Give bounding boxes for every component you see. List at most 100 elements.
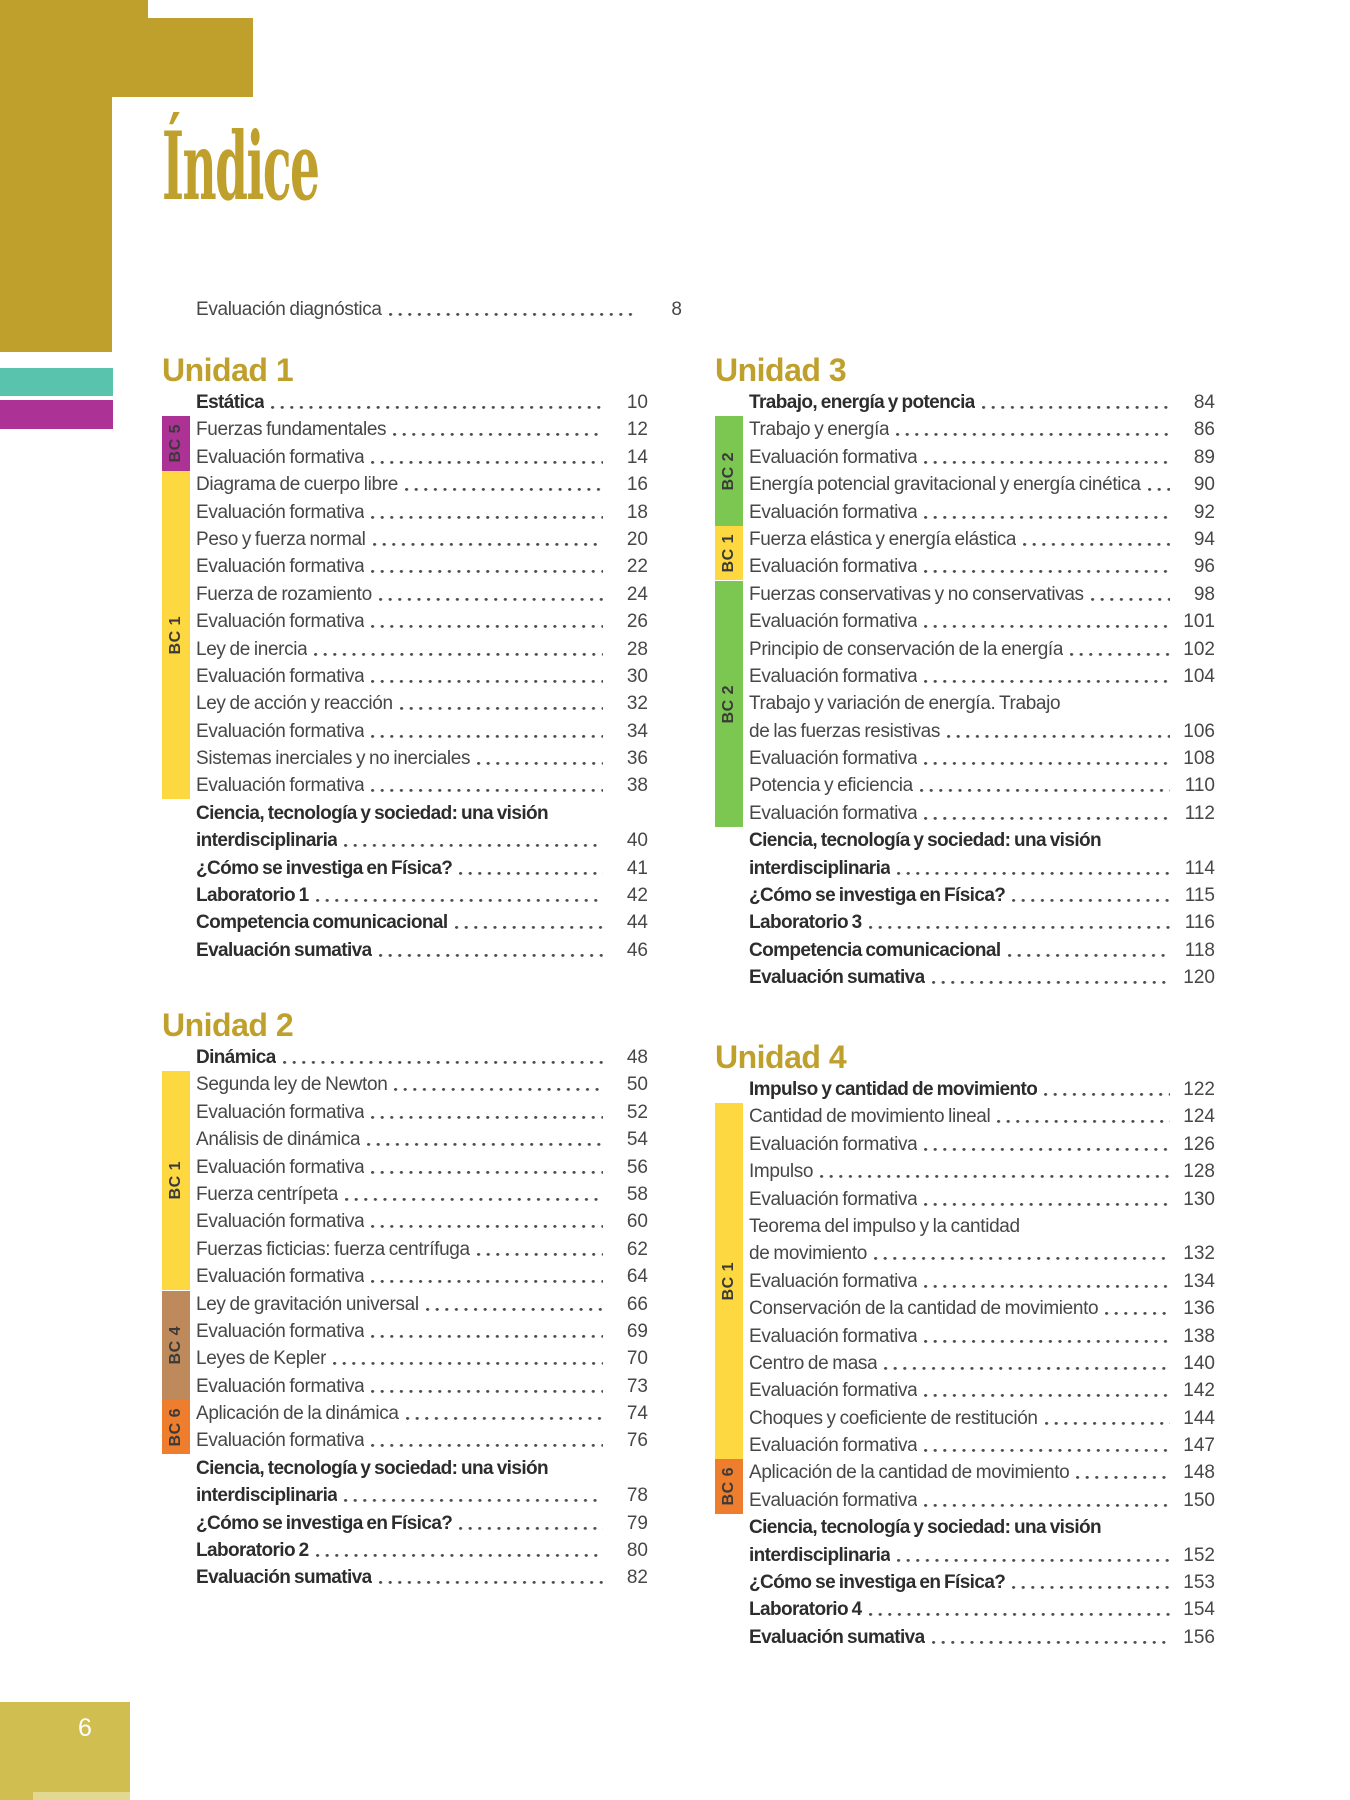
bc-marker-label: BC 1 xyxy=(720,533,737,573)
toc-entry-page: 30 xyxy=(626,665,648,687)
toc-entry-label: Evaluación formativa xyxy=(749,1188,918,1210)
dot-leader xyxy=(924,1377,1170,1405)
dot-leader xyxy=(924,1432,1170,1460)
toc-entry: Impulso y cantidad de movimiento 122 xyxy=(715,1076,1215,1104)
toc-entry-page: 73 xyxy=(626,1375,648,1397)
dot-leader xyxy=(333,1345,603,1373)
toc-entry-page: 8 xyxy=(671,299,682,320)
dot-leader xyxy=(924,1322,1170,1350)
toc-entry: Aplicación de la dinámica 74 xyxy=(162,1400,648,1428)
toc-entry-label: Aplicación de la dinámica xyxy=(196,1403,399,1425)
toc-entry-page: 42 xyxy=(626,885,648,907)
dot-leader xyxy=(371,662,603,691)
toc-entry-page: 44 xyxy=(626,912,648,934)
toc-entry: Principio de conservación de la energía 1… xyxy=(715,635,1215,663)
dot-leader xyxy=(924,553,1170,581)
toc-entry-label: Competencia comunicacional xyxy=(196,912,448,934)
toc-entry: Evaluación formativa 38 xyxy=(162,772,648,800)
dot-leader xyxy=(344,1482,603,1510)
toc-entry-page: 114 xyxy=(1184,857,1215,879)
toc-entry-page: 12 xyxy=(626,419,648,441)
toc-entry: Laboratorio 2 80 xyxy=(162,1537,648,1565)
toc-entry-label: Cantidad de movimiento lineal xyxy=(749,1106,991,1128)
toc-entry-page: 142 xyxy=(1183,1380,1215,1402)
toc-entry-label: Centro de masa xyxy=(749,1352,878,1374)
toc-entry: Evaluación formativa 138 xyxy=(715,1322,1215,1350)
dot-leader xyxy=(919,772,1170,800)
dot-leader xyxy=(1007,936,1170,965)
toc-entry: Evaluación formativa 34 xyxy=(162,717,648,746)
toc-entry-page: 116 xyxy=(1184,912,1215,934)
toc-entry: Evaluación formativa 73 xyxy=(162,1372,648,1401)
toc-entry: Análisis de dinámica 54 xyxy=(162,1126,648,1154)
toc-entry-page: 120 xyxy=(1183,967,1215,989)
toc-entry-page: 140 xyxy=(1183,1352,1215,1374)
toc-entry: Evaluación sumativa 82 xyxy=(162,1564,648,1592)
dot-leader xyxy=(884,1349,1170,1378)
toc-entry-label: Laboratorio 4 xyxy=(749,1599,862,1621)
toc-entry-page: 94 xyxy=(1193,528,1215,550)
dot-leader xyxy=(924,1185,1170,1213)
toc-entry: Evaluación sumativa 46 xyxy=(162,936,648,965)
dot-leader xyxy=(931,1623,1170,1652)
toc-entry-page: 28 xyxy=(626,638,648,660)
toc-entry: Evaluación formativa 60 xyxy=(162,1208,648,1236)
toc-entry-label: Ciencia, tecnología y sociedad: una visi… xyxy=(749,830,1102,852)
toc-entry-label: Laboratorio 3 xyxy=(749,912,862,934)
toc-entry: Segunda ley de Newton 50 xyxy=(162,1071,648,1099)
toc-entry: Ley de gravitación universal 66 xyxy=(162,1290,648,1318)
toc-entry-label: Evaluación formativa xyxy=(196,611,365,633)
toc-entry-label: Análisis de dinámica xyxy=(196,1129,361,1151)
toc-entry-label: Evaluación formativa xyxy=(749,556,918,578)
toc-entry-list: Estática 10 Fuerzas fundamentales 12 Evaluac… xyxy=(162,389,648,965)
toc-entry-label: Fuerza elástica y energía elástica xyxy=(749,528,1017,550)
dot-leader xyxy=(868,1596,1170,1624)
bc-marker-label: BC 4 xyxy=(167,1326,184,1365)
toc-entry-page: 70 xyxy=(626,1348,648,1370)
toc-entry-label: Evaluación formativa xyxy=(749,501,918,523)
dot-leader xyxy=(1012,1569,1170,1597)
dot-leader xyxy=(1012,882,1170,910)
unit-heading: Unidad 1 xyxy=(162,352,294,388)
toc-entry: Evaluación formativa 52 xyxy=(162,1098,648,1127)
toc-entry-label: Evaluación formativa xyxy=(749,1435,918,1457)
toc-entry-label: Evaluación formativa xyxy=(749,446,918,468)
toc-entry: Aplicación de la cantidad de movimiento 1… xyxy=(715,1459,1215,1487)
toc-entry: Competencia comunicacional 118 xyxy=(715,936,1215,965)
toc-entry-label: Evaluación diagnóstica xyxy=(196,299,382,320)
dot-leader xyxy=(924,443,1170,472)
toc-entry: Fuerzas fundamentales 12 xyxy=(162,416,648,444)
dot-leader xyxy=(477,745,603,773)
unit-heading: Unidad 2 xyxy=(162,1007,294,1043)
toc-entry-page: 10 xyxy=(626,392,648,413)
dot-leader xyxy=(896,416,1170,444)
toc-entry-list: Impulso y cantidad de movimiento 122 Canti… xyxy=(715,1076,1215,1652)
toc-entry: Evaluación diagnóstica 8 xyxy=(162,296,682,324)
bc-marker-label: BC 5 xyxy=(167,424,184,463)
toc-entry-page: 102 xyxy=(1183,638,1215,660)
toc-entry: Ciencia, tecnología y sociedad: una visi… xyxy=(162,800,648,827)
toc-entry-page: 92 xyxy=(1193,501,1215,523)
dot-leader xyxy=(820,1158,1170,1186)
toc-entry-page: 152 xyxy=(1183,1544,1215,1566)
dot-leader xyxy=(924,1486,1170,1515)
toc-entry-label: Laboratorio 1 xyxy=(196,885,309,907)
toc-entry: ¿Cómo se investiga en Física? 115 xyxy=(715,882,1215,910)
toc-entry-label: de las fuerzas resistivas xyxy=(749,720,940,742)
dot-leader xyxy=(868,909,1170,937)
toc-entry-label: Laboratorio 2 xyxy=(196,1540,309,1562)
toc-entry: Impulso 128 xyxy=(715,1158,1215,1186)
toc-entry-label: Trabajo y variación de energía. Trabajo xyxy=(749,693,1061,715)
toc-entry-page: 20 xyxy=(626,528,648,550)
toc-entry-label: Evaluación formativa xyxy=(749,1270,918,1292)
toc-entry-page: 156 xyxy=(1183,1626,1215,1648)
toc-entry: Evaluación formativa 18 xyxy=(162,498,648,526)
toc-entry-page: 126 xyxy=(1183,1133,1215,1155)
dot-leader xyxy=(459,854,603,883)
toc-entry: Evaluación formativa 126 xyxy=(715,1130,1215,1159)
toc-entry-page: 128 xyxy=(1183,1161,1215,1183)
toc-entry: Centro de masa 140 xyxy=(715,1349,1215,1378)
toc-entry: Ley de inercia 28 xyxy=(162,635,648,663)
toc-entry: Sistemas inerciales y no inerciales 36 xyxy=(162,745,648,773)
toc-entry-label: Impulso y cantidad de movimiento xyxy=(749,1079,1038,1100)
